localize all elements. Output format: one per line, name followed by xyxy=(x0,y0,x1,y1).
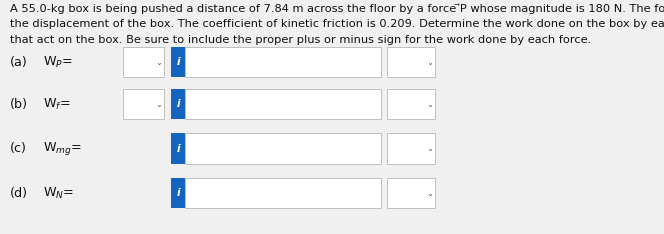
Text: ⌄: ⌄ xyxy=(426,58,433,66)
FancyBboxPatch shape xyxy=(171,89,185,119)
FancyBboxPatch shape xyxy=(387,47,435,77)
Text: (d): (d) xyxy=(10,186,28,200)
FancyBboxPatch shape xyxy=(171,47,185,77)
Text: A 55.0-kg box is being pushed a distance of 7.84 m across the floor by a force ⃗: A 55.0-kg box is being pushed a distance… xyxy=(10,4,664,14)
FancyBboxPatch shape xyxy=(387,178,435,208)
FancyBboxPatch shape xyxy=(387,89,435,119)
FancyBboxPatch shape xyxy=(123,47,164,77)
FancyBboxPatch shape xyxy=(387,133,435,164)
Text: ⌄: ⌄ xyxy=(426,144,433,153)
Text: (a): (a) xyxy=(10,55,28,69)
Text: i: i xyxy=(176,144,180,154)
FancyBboxPatch shape xyxy=(185,133,381,164)
FancyBboxPatch shape xyxy=(171,178,185,208)
Text: i: i xyxy=(176,99,180,109)
Text: ⌄: ⌄ xyxy=(426,100,433,109)
Text: ⌄: ⌄ xyxy=(155,58,162,66)
Text: (b): (b) xyxy=(10,98,28,111)
FancyBboxPatch shape xyxy=(123,89,164,119)
Text: (c): (c) xyxy=(10,142,27,155)
Text: W$_N$=: W$_N$= xyxy=(43,186,74,201)
FancyBboxPatch shape xyxy=(185,178,381,208)
FancyBboxPatch shape xyxy=(171,133,185,164)
Text: W$_{mg}$=: W$_{mg}$= xyxy=(43,140,82,157)
FancyBboxPatch shape xyxy=(185,47,381,77)
Text: ⌄: ⌄ xyxy=(155,100,162,109)
Text: W$_f$=: W$_f$= xyxy=(43,97,71,112)
Text: i: i xyxy=(176,188,180,198)
FancyBboxPatch shape xyxy=(185,89,381,119)
Text: ⌄: ⌄ xyxy=(426,189,433,197)
Text: W$_P$=: W$_P$= xyxy=(43,55,73,69)
Text: i: i xyxy=(176,57,180,67)
Text: that act on the box. Be sure to include the proper plus or minus sign for the wo: that act on the box. Be sure to include … xyxy=(10,35,591,45)
Text: the displacement of the box. The coefficient of kinetic friction is 0.209. Deter: the displacement of the box. The coeffic… xyxy=(10,19,664,29)
